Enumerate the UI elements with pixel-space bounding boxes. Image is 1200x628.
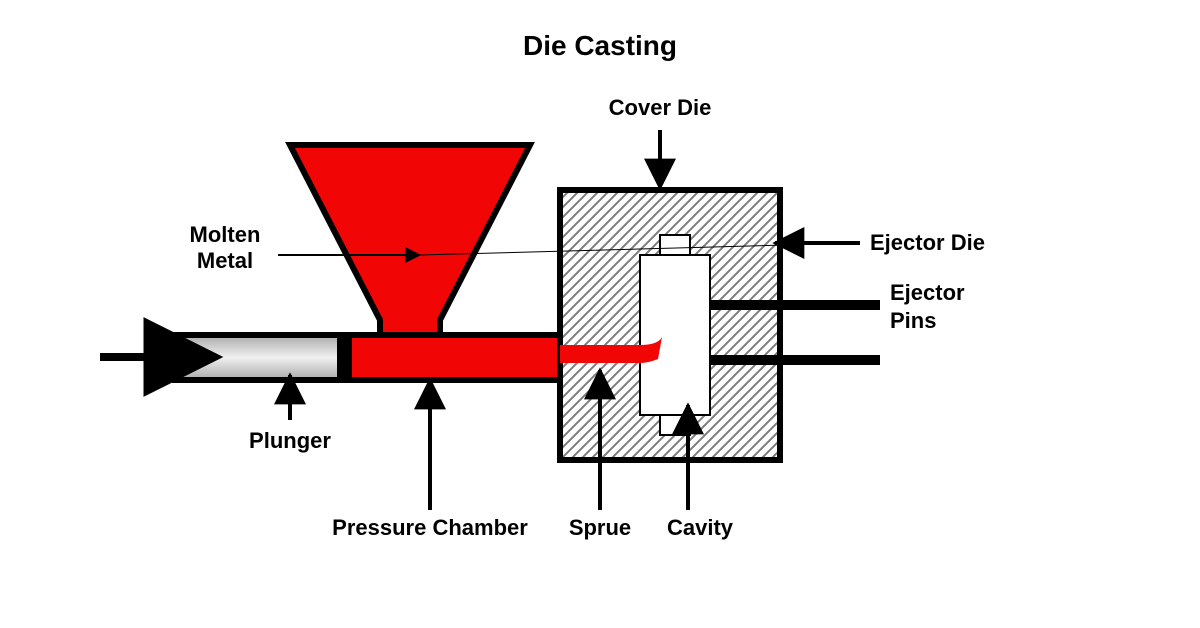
- cavity-notch-top: [660, 235, 690, 255]
- cavity-shape: [640, 255, 710, 415]
- label-ejector-pins-1: Ejector: [890, 280, 965, 305]
- label-molten-metal-1: Molten: [190, 222, 261, 247]
- label-ejector-pins-2: Pins: [890, 308, 936, 333]
- label-plunger: Plunger: [249, 428, 331, 453]
- die-casting-diagram: Die Casting Cover Die Molten Metal Eject…: [0, 0, 1200, 628]
- label-pressure-chamber: Pressure Chamber: [332, 515, 528, 540]
- plunger-tip: [340, 335, 352, 380]
- cavity-notch-bottom: [660, 415, 690, 435]
- label-sprue: Sprue: [569, 515, 631, 540]
- molten-metal-funnel: [290, 145, 530, 335]
- diagram-title: Die Casting: [523, 30, 677, 61]
- pressure-chamber-shape: [320, 335, 560, 380]
- label-cavity: Cavity: [667, 515, 734, 540]
- label-molten-metal-2: Metal: [197, 248, 253, 273]
- label-cover-die: Cover Die: [609, 95, 712, 120]
- label-ejector-die: Ejector Die: [870, 230, 985, 255]
